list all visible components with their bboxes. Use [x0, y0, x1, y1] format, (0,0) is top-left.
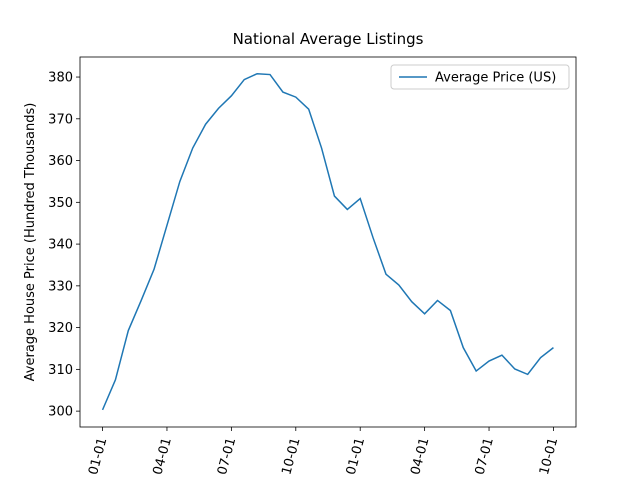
y-tick-label: 320 [48, 321, 73, 336]
x-tick-label: 01-01 [344, 436, 368, 476]
x-tick-label: 07-01 [215, 436, 239, 476]
x-tick-label: 04-01 [151, 436, 175, 476]
x-tick-label: 04-01 [408, 436, 432, 476]
x-tick-label: 07-01 [473, 436, 497, 476]
y-tick-label: 300 [48, 405, 73, 420]
x-tick-label: 10-01 [279, 436, 303, 476]
y-axis-label: Average House Price (Hundred Thousands) [23, 103, 38, 382]
legend-label: Average Price (US) [435, 71, 556, 86]
y-tick-label: 340 [48, 238, 73, 253]
y-tick-label: 330 [48, 279, 73, 294]
legend-box [390, 64, 570, 90]
y-tick-label: 310 [48, 363, 73, 378]
y-tick-label: 360 [48, 154, 73, 169]
chart-title: National Average Listings [233, 30, 424, 48]
y-tick-label: 350 [48, 196, 73, 211]
line-series [101, 72, 554, 411]
x-tick-label: 01-01 [86, 436, 110, 476]
plot-frame [79, 56, 577, 428]
y-tick-label: 380 [48, 71, 73, 86]
x-tick-label: 10-01 [537, 436, 561, 476]
y-tick-label: 370 [48, 112, 73, 127]
